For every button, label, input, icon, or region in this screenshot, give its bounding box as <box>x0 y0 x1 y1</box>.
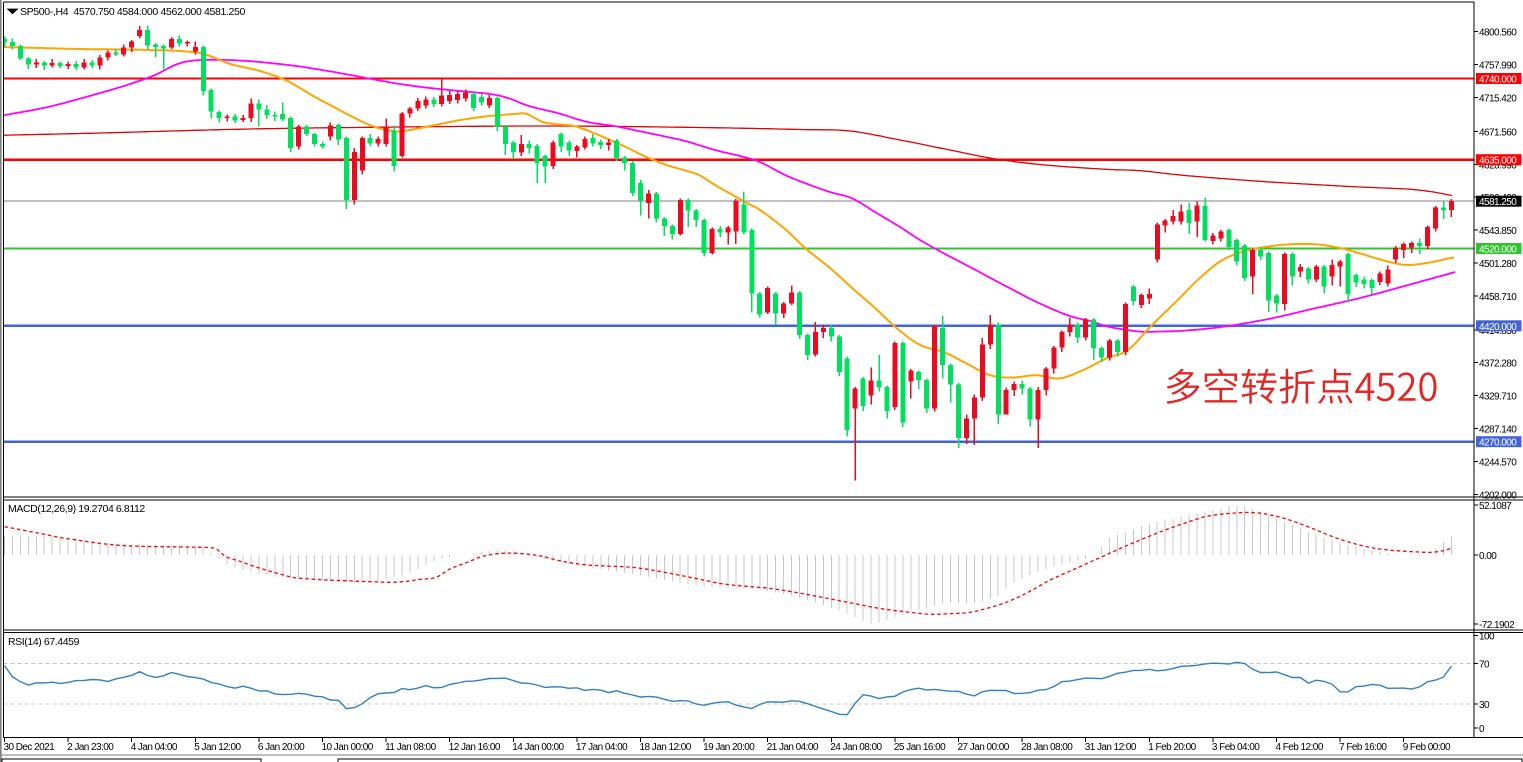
svg-text:4740.000: 4740.000 <box>1479 75 1517 86</box>
svg-text:4420.000: 4420.000 <box>1479 322 1517 333</box>
svg-text:4757.990: 4757.990 <box>1479 61 1517 72</box>
svg-text:3 Feb 04:00: 3 Feb 04:00 <box>1212 742 1260 753</box>
svg-text:1 Feb 20:00: 1 Feb 20:00 <box>1148 742 1196 753</box>
svg-text:30: 30 <box>1479 700 1490 711</box>
svg-text:4520.000: 4520.000 <box>1479 245 1517 256</box>
svg-text:MACD(12,26,9) 19.2704 6.8112: MACD(12,26,9) 19.2704 6.8112 <box>8 503 145 515</box>
svg-text:10 Jan 00:00: 10 Jan 00:00 <box>322 742 374 753</box>
svg-text:4244.570: 4244.570 <box>1479 457 1517 468</box>
svg-text:4543.850: 4543.850 <box>1479 226 1517 237</box>
svg-text:0: 0 <box>1479 724 1485 735</box>
svg-text:17 Jan 04:00: 17 Jan 04:00 <box>576 742 628 753</box>
svg-text:25 Jan 16:00: 25 Jan 16:00 <box>894 742 946 753</box>
svg-text:52.1087: 52.1087 <box>1479 501 1512 512</box>
svg-text:4628.990: 4628.990 <box>1479 160 1517 171</box>
svg-text:31 Jan 12:00: 31 Jan 12:00 <box>1085 742 1137 753</box>
svg-text:4635.000: 4635.000 <box>1479 156 1517 167</box>
svg-text:4501.280: 4501.280 <box>1479 259 1517 270</box>
svg-text:-72.1902: -72.1902 <box>1479 620 1515 631</box>
svg-text:4715.420: 4715.420 <box>1479 94 1517 105</box>
svg-text:9 Feb 00:00: 9 Feb 00:00 <box>1403 742 1451 753</box>
svg-text:14 Jan 00:00: 14 Jan 00:00 <box>512 742 564 753</box>
svg-text:100: 100 <box>1479 632 1495 643</box>
svg-text:28 Jan 08:00: 28 Jan 08:00 <box>1021 742 1073 753</box>
svg-text:4458.710: 4458.710 <box>1479 292 1517 303</box>
svg-text:70: 70 <box>1479 660 1490 671</box>
svg-text:11 Jan 08:00: 11 Jan 08:00 <box>385 742 436 753</box>
svg-text:24 Jan 08:00: 24 Jan 08:00 <box>830 742 882 753</box>
svg-text:4 Jan 04:00: 4 Jan 04:00 <box>131 742 178 753</box>
svg-text:4329.710: 4329.710 <box>1479 392 1517 403</box>
svg-text:4372.280: 4372.280 <box>1479 359 1517 370</box>
svg-text:6 Jan 20:00: 6 Jan 20:00 <box>258 742 305 753</box>
svg-text:SP500-,H4 4570.750 4584.000 4: SP500-,H4 4570.750 4584.000 4562.000 458… <box>20 6 246 18</box>
svg-text:4671.560: 4671.560 <box>1479 127 1517 138</box>
svg-text:30 Dec 2021: 30 Dec 2021 <box>4 742 56 753</box>
svg-text:4287.140: 4287.140 <box>1479 425 1517 436</box>
svg-text:4202.000: 4202.000 <box>1479 490 1517 501</box>
svg-text:18 Jan 12:00: 18 Jan 12:00 <box>640 742 692 753</box>
svg-text:19 Jan 20:00: 19 Jan 20:00 <box>703 742 755 753</box>
svg-text:4 Feb 12:00: 4 Feb 12:00 <box>1276 742 1324 753</box>
svg-text:4581.250: 4581.250 <box>1479 197 1517 208</box>
svg-text:4270.000: 4270.000 <box>1479 438 1517 449</box>
svg-text:12 Jan 16:00: 12 Jan 16:00 <box>449 742 501 753</box>
svg-text:RSI(14) 67.4459: RSI(14) 67.4459 <box>8 636 80 648</box>
svg-text:27 Jan 00:00: 27 Jan 00:00 <box>958 742 1010 753</box>
svg-text:7 Feb 16:00: 7 Feb 16:00 <box>1339 742 1387 753</box>
svg-text:21 Jan 04:00: 21 Jan 04:00 <box>767 742 819 753</box>
svg-text:5 Jan 12:00: 5 Jan 12:00 <box>194 742 241 753</box>
svg-text:4800.560: 4800.560 <box>1479 28 1517 39</box>
svg-text:0.00: 0.00 <box>1479 551 1497 562</box>
svg-text:2 Jan 23:00: 2 Jan 23:00 <box>67 742 114 753</box>
